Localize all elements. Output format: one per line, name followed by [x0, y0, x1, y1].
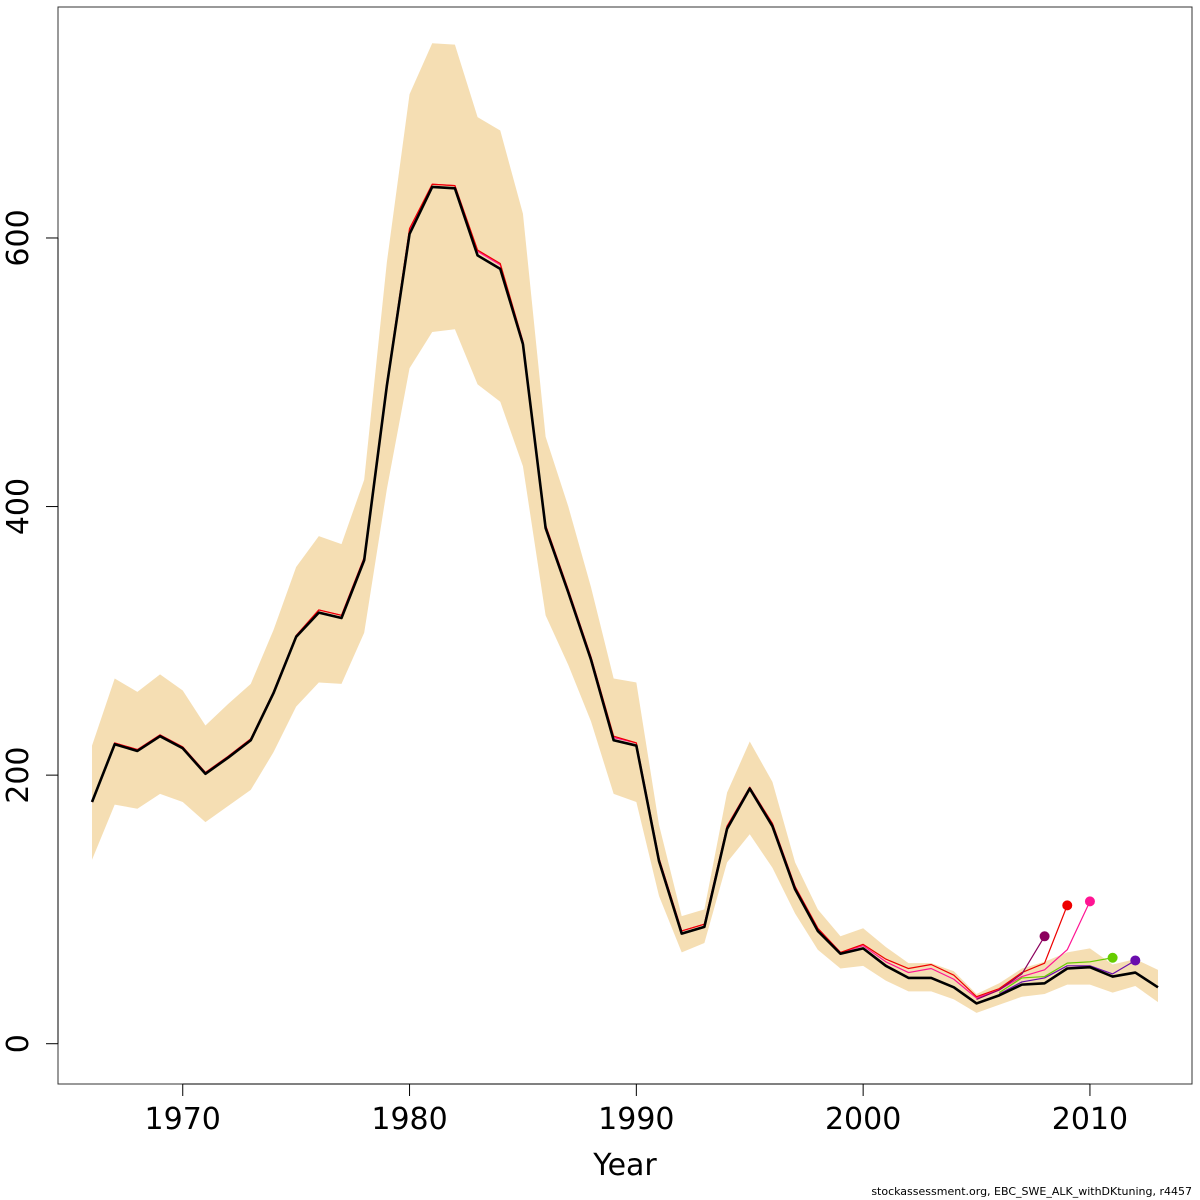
x-axis-title: Year — [592, 1148, 657, 1183]
y-tick-label: 200 — [1, 747, 36, 804]
endpoint-marker-peel_2008 — [1039, 931, 1050, 942]
x-tick-label: 2010 — [1052, 1102, 1128, 1137]
x-tick-label: 1970 — [145, 1102, 221, 1137]
endpoint-markers-layer — [1039, 896, 1141, 966]
endpoint-marker-peel_2012 — [1130, 955, 1141, 966]
series-line-peel_2008 — [976, 935, 1046, 1000]
y-tick-label: 600 — [1, 209, 36, 266]
y-axis: 0 200 400 600 — [1, 209, 59, 1053]
footnote: stockassessment.org, EBC_SWE_ALK_withDKt… — [871, 1185, 1192, 1198]
series-line-peel_2011 — [998, 957, 1113, 994]
series-line-peel_2012 — [998, 959, 1136, 995]
series-line-base — [90, 185, 1159, 1005]
x-tick-label: 1980 — [371, 1102, 447, 1137]
x-axis: 1970 1980 1990 2000 2010 — [145, 1083, 1128, 1137]
endpoint-marker-peel_2010 — [1084, 896, 1095, 907]
y-tick-label: 0 — [1, 1034, 36, 1053]
series-layer — [90, 183, 1159, 1005]
endpoint-marker-peel_2011 — [1107, 952, 1118, 963]
x-tick-label: 2000 — [825, 1102, 901, 1137]
x-tick-label: 1990 — [598, 1102, 674, 1137]
endpoint-marker-peel_2009 — [1062, 900, 1073, 911]
y-tick-label: 400 — [1, 478, 36, 535]
